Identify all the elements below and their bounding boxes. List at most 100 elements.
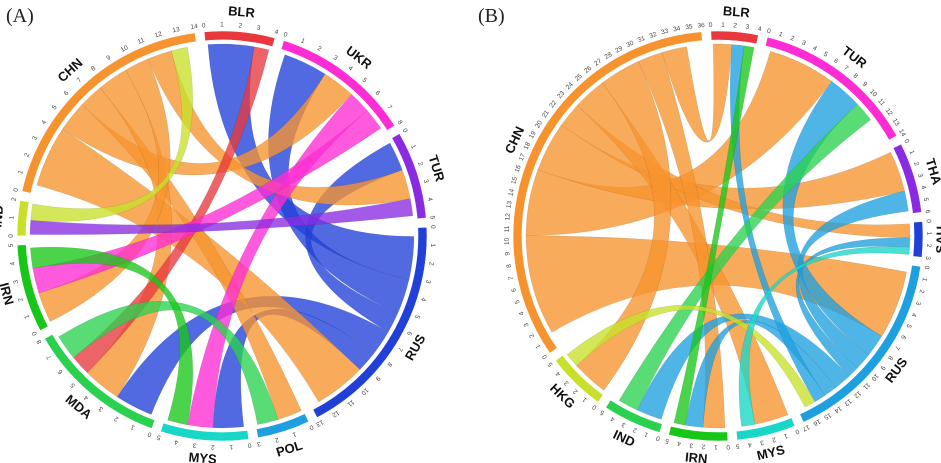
tick-label-tur: 9 <box>861 81 869 89</box>
tick-label-tha: 0 <box>902 138 910 145</box>
segment-arc-hkg <box>554 354 604 403</box>
tick-label-tur: 3 <box>801 39 807 47</box>
segment-arc-irn <box>16 244 49 332</box>
tick-label-chn: 14 <box>508 188 516 197</box>
panel-b-label: (B) <box>478 5 505 27</box>
ribbons <box>525 43 911 429</box>
ribbon-chn-rus <box>36 128 361 403</box>
tick-label-tur: 0 <box>766 28 772 36</box>
tick-label-mys: 4 <box>747 441 752 449</box>
tick-label-irn: 4 <box>676 439 681 447</box>
tick-label-chn: 26 <box>583 65 593 75</box>
tick-label-rus: 9 <box>374 375 382 383</box>
tick-label-irn: 2 <box>17 296 25 302</box>
tick-label-rus: 4 <box>419 297 427 303</box>
tick-label-mda: 1 <box>129 423 136 431</box>
tick-label-mda: 5 <box>69 381 77 389</box>
tick-label-rus: 17 <box>801 423 811 433</box>
tick-label-pol: 3 <box>256 440 261 448</box>
tick-label-irn: 0 <box>726 443 730 450</box>
tick-label-tur: 2 <box>789 35 795 43</box>
segment-arc-ind <box>605 399 663 433</box>
tick-label-chn: 0 <box>12 187 20 192</box>
ribbon-mys-sau <box>738 246 910 427</box>
tick-label-ukr: 1 <box>300 37 306 45</box>
ribbon-chn-irn <box>638 52 726 429</box>
segment-arc-ind <box>16 200 30 237</box>
tick-label-irn: 2 <box>701 443 705 450</box>
tick-label-blr: 4 <box>274 29 280 37</box>
tick-label-tha: 2 <box>912 161 920 167</box>
segment-arc-irn <box>668 425 729 442</box>
tick-label-rus: 6 <box>405 330 413 337</box>
tick-label-tur: 0 <box>401 127 409 134</box>
tick-label-ind: 0 <box>655 434 661 442</box>
tick-label-rus: 3 <box>424 279 432 284</box>
tick-label-mys: 2 <box>771 435 777 443</box>
tick-label-chn: 34 <box>673 25 682 33</box>
tick-label-mda: 4 <box>83 393 91 401</box>
tick-label-chn: 35 <box>685 23 694 31</box>
tick-label-blr: 3 <box>745 24 750 31</box>
tick-label-tha: 5 <box>922 197 930 202</box>
tick-label-chn: 20 <box>534 119 544 129</box>
tick-label-blr: 4 <box>757 26 762 34</box>
segment-arc-mys <box>735 417 796 441</box>
tick-label-chn: 1 <box>534 343 542 350</box>
tick-label-tur: 14 <box>897 128 907 138</box>
tick-label-tur: 11 <box>876 98 886 108</box>
tick-label-sau: 1 <box>925 232 932 236</box>
tick-label-tur: 10 <box>868 88 878 98</box>
tick-label-ukr: 8 <box>396 119 404 126</box>
tick-label-chn: 13 <box>172 26 181 34</box>
tick-label-chn: 28 <box>604 51 614 61</box>
tick-label-irn: 3 <box>12 279 20 284</box>
segment-label-blr: BLR <box>722 3 750 20</box>
tick-label-chn: 12 <box>504 213 512 221</box>
tick-label-ukr: 0 <box>283 31 289 39</box>
tick-label-irn: 5 <box>664 437 670 445</box>
tick-label-mda: 2 <box>113 414 120 422</box>
tick-label-rus: 8 <box>385 361 393 368</box>
tick-label-pol: 2 <box>274 436 280 444</box>
tick-label-rus: 8 <box>886 354 894 361</box>
segment-arc-chn <box>512 31 703 354</box>
tick-label-sau: 0 <box>925 219 932 223</box>
tick-label-chn: 33 <box>660 28 669 37</box>
tick-label-rus: 2 <box>917 289 925 295</box>
tick-label-chn: 0 <box>541 353 549 360</box>
tick-label-ind: 2 <box>11 197 19 202</box>
ribbon-mda-pol <box>58 300 279 425</box>
tick-label-tur: 6 <box>832 57 839 65</box>
tick-label-chn: 21 <box>541 109 551 119</box>
tick-label-tur: 4 <box>812 45 819 53</box>
tick-label-rus: 16 <box>812 417 822 427</box>
tick-label-rus: 5 <box>905 323 913 330</box>
tick-label-tur: 8 <box>852 72 860 80</box>
tick-label-chn: 15 <box>510 176 519 185</box>
tick-label-hkg: 4 <box>554 370 562 378</box>
tick-label-sau: 2 <box>925 244 932 248</box>
segment-arc-rus <box>799 264 922 423</box>
tick-label-ukr: 2 <box>316 45 323 53</box>
tick-label-rus: 7 <box>396 346 404 353</box>
segment-arc-mda <box>44 333 156 429</box>
tick-label-chn: 30 <box>625 40 635 50</box>
tick-label-chn: 22 <box>548 99 558 109</box>
tick-label-rus: 13 <box>842 397 852 407</box>
tick-label-ukr: 6 <box>374 90 382 98</box>
tick-label-rus: 13 <box>315 418 325 428</box>
tick-label-chn: 4 <box>518 310 526 316</box>
tick-label-tha: 6 <box>924 209 931 214</box>
tick-label-chn: 2 <box>23 152 31 158</box>
tick-label-irn: 4 <box>9 261 16 266</box>
tick-label-blr: 1 <box>721 22 725 29</box>
tick-label-chn: 7 <box>76 77 84 85</box>
tick-label-chn: 27 <box>593 57 603 67</box>
tick-label-chn: 25 <box>574 72 584 82</box>
ribbon-irn-mys <box>30 246 194 426</box>
tick-label-blr: 2 <box>238 22 243 29</box>
tick-label-chn: 1 <box>17 169 25 175</box>
tick-label-chn: 4 <box>40 119 48 126</box>
